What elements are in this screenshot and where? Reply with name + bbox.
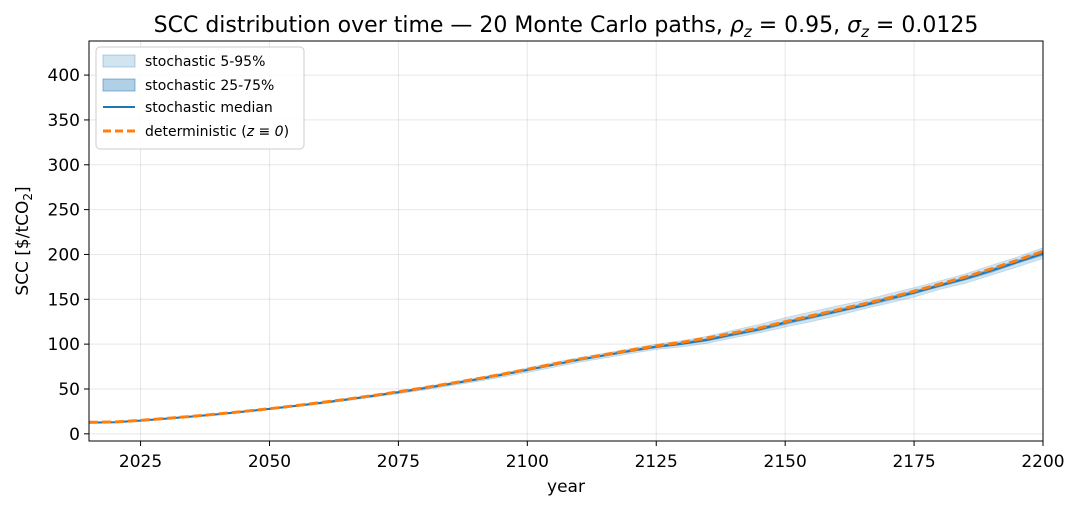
- y-tick-label: 150: [48, 290, 80, 310]
- legend-label-band-25-75: stochastic 25-75%: [145, 78, 274, 94]
- title-prefix: SCC distribution over time — 20 Monte Ca…: [154, 13, 730, 38]
- y-axis-label: SCC [$/tCO2]: [13, 186, 35, 295]
- y-tick-label: 0: [69, 425, 80, 445]
- bands: [88, 247, 1044, 424]
- title-rho-value: = 0.95,: [752, 13, 847, 38]
- y-tick-label: 250: [48, 201, 80, 221]
- y-tick-label: 350: [48, 111, 80, 131]
- x-tick-label: 2200: [1021, 452, 1064, 472]
- title-rho-symbol: ρ: [730, 13, 744, 38]
- y-label-suffix: ]: [13, 186, 33, 193]
- legend-swatch-band-25-75: [102, 78, 136, 92]
- x-tick-label: 2050: [248, 452, 291, 472]
- x-tick-label: 2025: [119, 452, 162, 472]
- legend-label-deterministic-prefix: deterministic (: [145, 124, 247, 140]
- y-tick-label: 300: [48, 156, 80, 176]
- x-tick-label: 2075: [377, 452, 420, 472]
- legend-label-deterministic-math: z ≡ 0: [246, 124, 284, 140]
- legend-label-deterministic: deterministic (z ≡ 0): [145, 124, 289, 140]
- y-tick-label: 100: [48, 335, 80, 355]
- band-stochastic-25-75: [88, 250, 1044, 424]
- y-label-prefix: SCC [$/tCO: [13, 201, 33, 296]
- band-stochastic-5-95: [88, 247, 1044, 424]
- line-deterministic-z-0: [88, 249, 1044, 424]
- legend-swatch-band-5-95: [102, 54, 136, 68]
- plot-frame: [88, 40, 1044, 442]
- x-tick-label: 2125: [635, 452, 678, 472]
- x-tick-label: 2150: [764, 452, 807, 472]
- legend-label-band-5-95: stochastic 5-95%: [145, 54, 265, 70]
- lines: [88, 249, 1044, 424]
- legend-label-median: stochastic median: [145, 100, 273, 116]
- title-sigma-sub: z: [860, 23, 870, 41]
- title-rho-sub: z: [743, 23, 753, 41]
- title-sigma-value: = 0.0125: [869, 13, 978, 38]
- y-label-sub: 2: [21, 193, 35, 201]
- x-tick-label: 2175: [892, 452, 935, 472]
- x-axis-label: year: [547, 477, 585, 497]
- chart-title: SCC distribution over time — 20 Monte Ca…: [154, 13, 979, 41]
- x-tick-label: 2100: [506, 452, 549, 472]
- y-axis-ticks: 0 50 100 150 200 250 300 350 400: [48, 66, 89, 445]
- y-tick-label: 50: [58, 380, 80, 400]
- y-tick-label: 400: [48, 66, 80, 86]
- grid: [89, 41, 1044, 441]
- legend: stochastic 5-95% stochastic 25-75% stoch…: [95, 46, 305, 150]
- line-stochastic-median: [88, 252, 1044, 424]
- x-axis-ticks: 2025 2050 2075 2100 2125 2150 2175 2200: [119, 441, 1065, 472]
- legend-label-deterministic-suffix: ): [284, 124, 289, 140]
- legend-box: [95, 46, 305, 150]
- title-sigma-symbol: σ: [847, 13, 862, 38]
- y-tick-label: 200: [48, 245, 80, 265]
